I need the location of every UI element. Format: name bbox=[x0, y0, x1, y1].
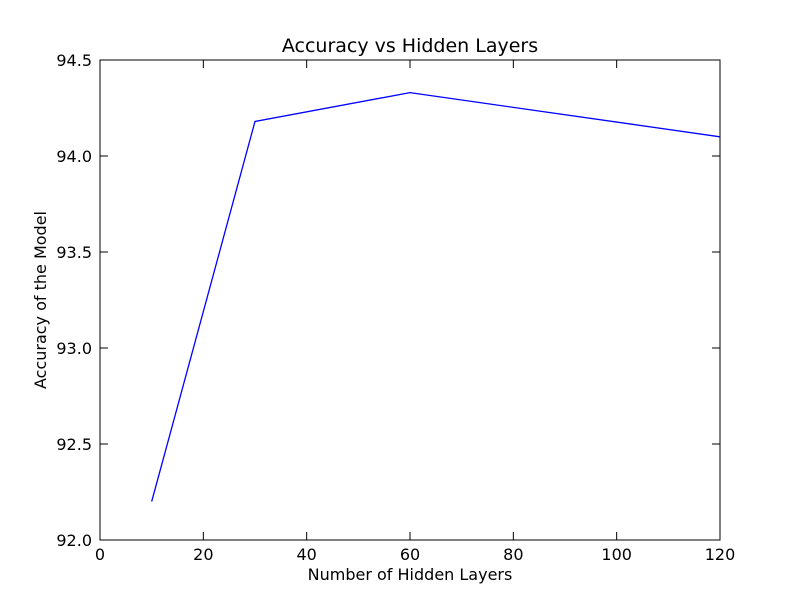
chart-title: Accuracy vs Hidden Layers bbox=[282, 35, 538, 57]
x-tick-label: 100 bbox=[601, 545, 632, 564]
series-line-0 bbox=[151, 91, 721, 502]
y-tick-label: 94.5 bbox=[56, 51, 92, 70]
x-tick-label: 0 bbox=[95, 545, 105, 564]
x-tick-label: 60 bbox=[400, 545, 420, 564]
x-tick-label: 120 bbox=[705, 545, 736, 564]
y-tick-label: 92.0 bbox=[56, 531, 92, 550]
plot-area-frame bbox=[99, 59, 721, 541]
y-axis-label: Accuracy of the Model bbox=[31, 211, 50, 389]
x-tick-label: 20 bbox=[193, 545, 213, 564]
y-tick-label: 93.0 bbox=[56, 339, 92, 358]
y-axis-ticks: 92.0 92.5 93.0 93.5 94.0 94.5 bbox=[56, 51, 720, 550]
series-layer bbox=[151, 91, 721, 502]
x-axis-label: Number of Hidden Layers bbox=[308, 565, 513, 584]
x-axis-ticks: 0 20 40 60 80 100 120 bbox=[95, 60, 735, 564]
y-tick-label: 92.5 bbox=[56, 435, 92, 454]
x-tick-label: 80 bbox=[503, 545, 523, 564]
y-tick-label: 93.5 bbox=[56, 243, 92, 262]
y-tick-label: 94.0 bbox=[56, 147, 92, 166]
x-tick-label: 40 bbox=[296, 545, 316, 564]
